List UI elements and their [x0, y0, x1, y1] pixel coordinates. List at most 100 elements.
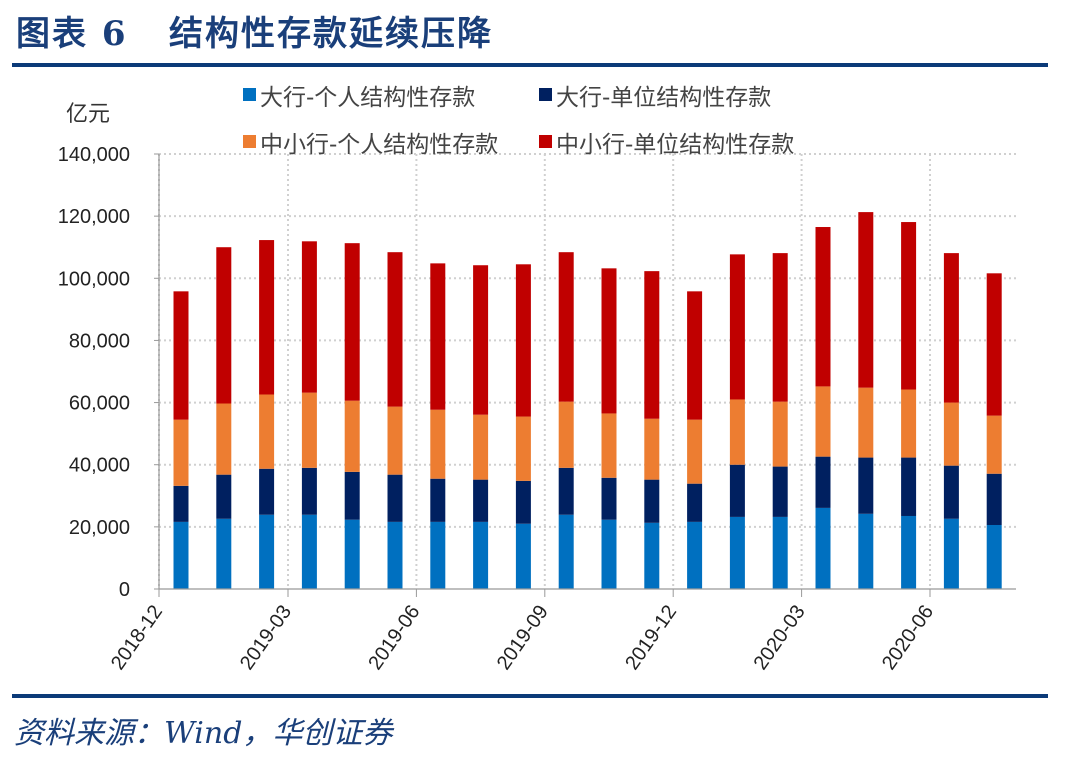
- bar-segment-4: [644, 271, 660, 419]
- bar-segment-2: [216, 474, 232, 519]
- bar-segment-3: [259, 394, 275, 469]
- bar-segment-2: [815, 456, 831, 508]
- bar-segment-4: [901, 222, 917, 390]
- bar-segment-3: [473, 414, 489, 480]
- bar-segment-1: [687, 521, 703, 589]
- bar-segment-1: [558, 514, 574, 589]
- bar-segment-1: [772, 516, 788, 589]
- bar-segment-3: [644, 418, 660, 480]
- legend-swatch: [243, 135, 256, 148]
- bar-segment-2: [259, 468, 275, 515]
- bar-segment-4: [858, 212, 874, 388]
- bar-segment-3: [430, 409, 446, 479]
- bar-segment-4: [173, 291, 189, 420]
- bar-segment-2: [387, 474, 403, 522]
- bar-segment-3: [515, 416, 531, 481]
- bar-segment-2: [173, 485, 189, 522]
- bar-segment-2: [515, 480, 531, 524]
- legend-swatch: [243, 88, 256, 101]
- bar-segment-3: [858, 387, 874, 458]
- bar-segment-1: [943, 518, 959, 589]
- bar-segment-4: [943, 253, 959, 403]
- legend-swatch: [539, 135, 552, 148]
- bar-segment-4: [687, 291, 703, 420]
- bar-segment-4: [772, 253, 788, 402]
- legend-label: 大行-单位结构性存款: [556, 85, 771, 111]
- y-tick-label: 40,000: [69, 455, 130, 477]
- bar-segment-3: [216, 403, 232, 475]
- legend-label: 中小行-单位结构性存款: [556, 132, 794, 158]
- legend-swatch: [539, 88, 552, 101]
- bar-segment-3: [301, 392, 317, 468]
- x-tick-label: 2019-03: [236, 601, 296, 674]
- bars: [173, 212, 1002, 589]
- x-tick-label: 2019-09: [493, 601, 553, 674]
- bar-segment-3: [772, 401, 788, 467]
- bar-segment-2: [558, 467, 574, 515]
- bar-segment-2: [858, 457, 874, 514]
- bar-segment-2: [772, 466, 788, 517]
- bar-segment-3: [901, 389, 917, 458]
- bar-segment-4: [473, 265, 489, 415]
- y-tick-label: 140,000: [58, 144, 130, 166]
- bar-segment-3: [943, 402, 959, 466]
- y-tick-label: 0: [119, 579, 130, 601]
- bar-segment-2: [943, 465, 959, 519]
- bar-segment-1: [986, 524, 1002, 589]
- x-tick-label: 2019-12: [621, 601, 681, 674]
- bar-segment-4: [601, 268, 617, 414]
- bar-segment-4: [729, 254, 745, 400]
- source-note: 资料来源：Wind，华创证券: [14, 716, 393, 751]
- y-tick-label: 100,000: [58, 268, 130, 290]
- bar-segment-2: [601, 477, 617, 520]
- bar-segment-1: [301, 514, 317, 589]
- bar-segment-2: [430, 478, 446, 522]
- axes: [158, 154, 1016, 590]
- bar-segment-3: [387, 406, 403, 475]
- bar-segment-2: [729, 464, 745, 517]
- bar-segment-4: [344, 243, 360, 401]
- bar-segment-3: [815, 386, 831, 457]
- bar-segment-1: [901, 515, 917, 589]
- bar-segment-2: [644, 479, 660, 523]
- bar-segment-1: [259, 514, 275, 589]
- bar-segment-3: [173, 419, 189, 486]
- y-tick-label: 20,000: [69, 517, 130, 539]
- bar-segment-3: [344, 400, 360, 472]
- bar-segment-3: [687, 419, 703, 484]
- x-tick-label: 2020-03: [750, 601, 810, 674]
- bar-segment-4: [515, 264, 531, 417]
- y-tick-label: 120,000: [58, 206, 130, 228]
- bar-segment-2: [986, 473, 1002, 525]
- legend-label: 大行-个人结构性存款: [260, 85, 475, 111]
- bar-segment-4: [259, 240, 275, 395]
- bar-segment-4: [387, 252, 403, 407]
- bar-segment-3: [558, 401, 574, 468]
- bar-segment-3: [986, 415, 1002, 474]
- bar-segment-1: [644, 522, 660, 589]
- bar-segment-3: [729, 399, 745, 465]
- bar-segment-1: [344, 519, 360, 589]
- x-ticks: 2018-12 2019-03 2019-06 2019-09 2019-12 2020-…: [107, 589, 938, 674]
- bar-segment-2: [344, 471, 360, 520]
- bar-segment-1: [729, 516, 745, 589]
- bar-segment-4: [430, 263, 446, 410]
- bar-segment-4: [558, 252, 574, 402]
- bar-segment-2: [687, 483, 703, 522]
- bar-segment-4: [301, 241, 317, 393]
- bar-segment-4: [815, 227, 831, 387]
- bar-segment-1: [173, 521, 189, 589]
- bar-segment-1: [858, 513, 874, 589]
- gridlines: [158, 153, 1016, 589]
- x-tick-label: 2018-12: [107, 601, 167, 674]
- y-axis-unit: 亿元: [66, 102, 110, 127]
- y-ticks: 0 20,000 40,000 60,000 80,000 100,000 120,000 1…: [58, 144, 159, 601]
- bar-segment-1: [430, 521, 446, 589]
- figure-title: 图表 6 结构性存款延续压降: [16, 14, 494, 54]
- x-tick-label: 2019-06: [364, 601, 424, 674]
- bar-segment-1: [601, 519, 617, 589]
- bar-segment-2: [301, 467, 317, 515]
- bar-segment-1: [515, 523, 531, 589]
- bar-segment-4: [986, 273, 1002, 416]
